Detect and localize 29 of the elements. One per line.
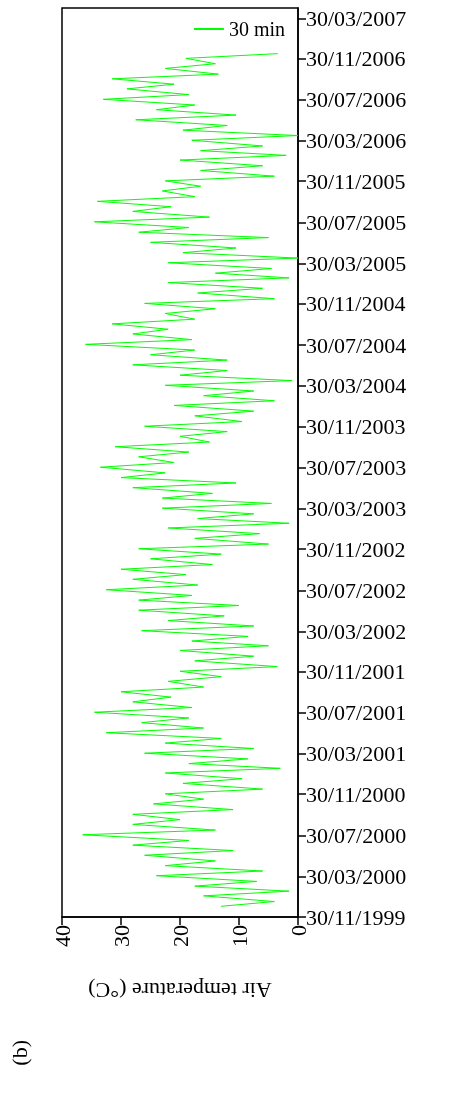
y-tick-label: 30/03/2002	[306, 618, 407, 644]
y-tick-label: 30/07/2004	[306, 332, 407, 358]
y-tick-label: 30/03/2004	[306, 373, 407, 399]
y-tick-label: 30/03/2003	[306, 496, 407, 522]
y-tick-label: 30/11/2004	[306, 291, 406, 317]
text: (b)	[6, 1040, 32, 1066]
y-tick-label: 30/11/2002	[306, 536, 406, 562]
y-tick-label: 30/03/2000	[306, 863, 407, 889]
y-tick-label: 30/07/2003	[306, 455, 407, 481]
y-tick-label: 30/03/2001	[306, 741, 407, 767]
x-tick-label: 40	[49, 925, 75, 947]
y-tick-label: 30/11/2005	[306, 168, 406, 194]
y-tick-label: 30/07/2001	[306, 700, 407, 726]
y-tick-label: 30/11/2000	[306, 781, 406, 807]
legend-label: 30 min	[228, 18, 286, 40]
x-tick-label: 30	[108, 925, 134, 947]
y-tick-label: 30/07/2002	[306, 577, 407, 603]
y-tick-label: 30/03/2005	[306, 250, 407, 276]
y-tick-label: 30/11/2003	[306, 414, 406, 440]
x-tick-label: 10	[226, 925, 252, 947]
y-tick-label: 30/07/2000	[306, 822, 407, 848]
y-tick-label: 30/11/2001	[306, 659, 406, 685]
y-tick-label: 30/11/2006	[306, 46, 406, 72]
x-tick-label: 20	[167, 925, 193, 947]
y-tick-label: 30/03/2007	[306, 5, 407, 31]
y-tick-label: 30/07/2006	[306, 87, 407, 113]
y-tick-label: 30/07/2005	[306, 209, 407, 235]
y-tick-label: 30/03/2006	[306, 128, 407, 154]
x-axis-title: Air temperature (°C)	[88, 977, 272, 1003]
